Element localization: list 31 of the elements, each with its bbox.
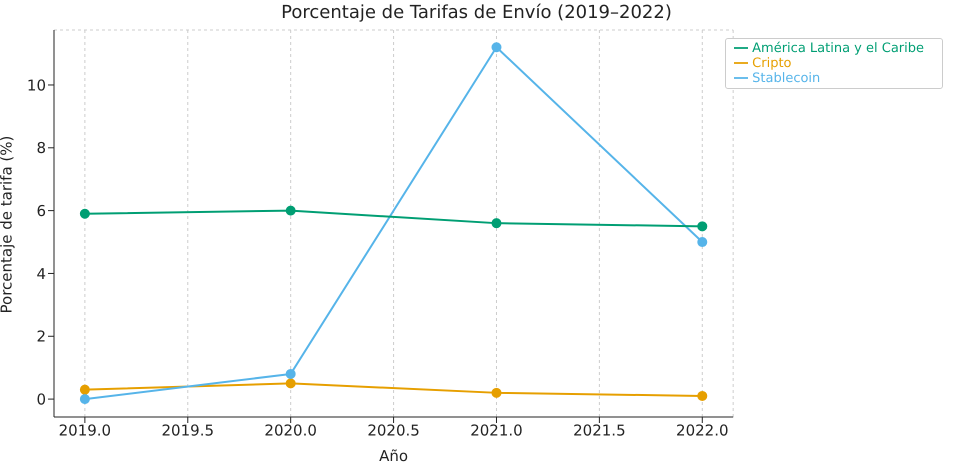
legend-label: América Latina y el Caribe <box>752 41 924 56</box>
y-tick-label: 6 <box>36 202 46 220</box>
point <box>80 208 90 219</box>
x-tick-label: 2019.5 <box>162 422 214 440</box>
y-axis-title: Porcentaje de tarifa (%) <box>0 136 16 314</box>
y-tick-label: 2 <box>36 328 46 346</box>
legend-label: Stablecoin <box>752 71 820 86</box>
legend-label: Cripto <box>752 56 792 71</box>
point <box>491 218 502 228</box>
point <box>286 206 296 216</box>
x-tick-label: 2019.0 <box>58 422 112 440</box>
x-axis-title: Año <box>379 447 408 465</box>
chart-title: Porcentaje de Tarifas de Envío (2019–2022) <box>280 2 673 23</box>
y-tick-label: 4 <box>36 264 46 283</box>
x-tick-label: 2021.0 <box>470 422 523 440</box>
y-tick-label: 8 <box>36 139 46 158</box>
point <box>697 237 708 248</box>
x-tick-label: 2022.0 <box>676 422 729 440</box>
point <box>80 394 90 404</box>
point <box>491 388 502 398</box>
x-tick-label: 2021.5 <box>573 422 626 440</box>
x-tick-label: 2020.0 <box>264 422 317 440</box>
point <box>491 42 502 52</box>
y-tick-label: 0 <box>36 390 46 408</box>
point <box>286 368 296 379</box>
point <box>697 390 708 401</box>
point <box>80 384 90 395</box>
point <box>697 221 708 232</box>
point <box>286 378 296 388</box>
y-tick-label: 10 <box>26 76 46 94</box>
x-tick-label: 2020.5 <box>367 422 420 440</box>
